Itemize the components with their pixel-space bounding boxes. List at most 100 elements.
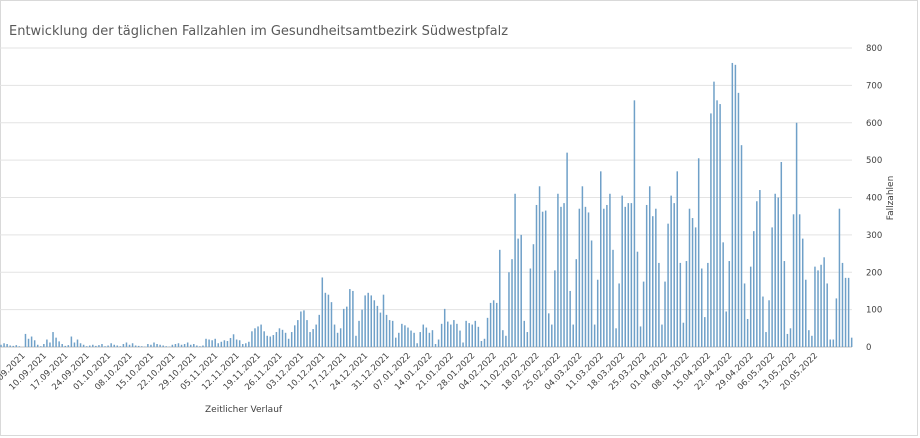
- bar: [832, 339, 835, 347]
- bar: [64, 345, 67, 347]
- bar: [606, 204, 608, 347]
- bar: [67, 345, 70, 347]
- bar: [205, 338, 207, 347]
- bar: [137, 345, 140, 347]
- bar: [27, 338, 30, 347]
- bar: [844, 277, 847, 347]
- bar: [12, 345, 14, 347]
- bar: [6, 344, 8, 347]
- bar: [505, 335, 507, 347]
- bar: [30, 336, 33, 347]
- bar: [756, 201, 758, 347]
- bar: [156, 344, 158, 347]
- y-axis-ticks: 0 100 200 300 400 500 600 700 800: [866, 44, 882, 353]
- bar: [165, 346, 167, 347]
- bar: [422, 324, 425, 347]
- bar: [786, 333, 789, 347]
- bar: [177, 343, 180, 347]
- bar: [517, 238, 519, 347]
- bar: [431, 330, 434, 347]
- bar: [850, 337, 853, 347]
- bar: [128, 344, 131, 347]
- bar: [312, 329, 314, 347]
- bar: [398, 332, 400, 347]
- bar: [746, 318, 749, 347]
- bar: [783, 261, 786, 347]
- bar: [150, 344, 152, 347]
- bar: [578, 208, 581, 347]
- bar: [254, 328, 256, 347]
- bar: [823, 257, 825, 347]
- bar: [220, 341, 223, 347]
- bar: [495, 302, 498, 347]
- bar: [425, 327, 428, 347]
- bar: [700, 268, 703, 347]
- bar: [789, 328, 792, 347]
- bar: [737, 92, 740, 347]
- bar: [759, 190, 761, 347]
- bar: [719, 104, 721, 347]
- bar: [707, 262, 709, 347]
- bar: [300, 311, 302, 347]
- bar: [456, 323, 458, 347]
- bar: [413, 332, 415, 347]
- bar: [290, 332, 293, 347]
- bar: [193, 344, 195, 347]
- bar: [679, 262, 682, 347]
- bar: [297, 320, 299, 347]
- bar: [70, 336, 73, 347]
- bar: [508, 272, 510, 347]
- bar: [639, 326, 642, 347]
- bar: [9, 345, 11, 347]
- bar: [740, 145, 743, 347]
- bar: [450, 324, 452, 347]
- bar: [266, 335, 268, 347]
- bar: [98, 345, 100, 347]
- bar: [847, 277, 850, 347]
- bar: [107, 345, 109, 347]
- bar: [110, 343, 112, 347]
- bar: [416, 343, 418, 347]
- bar: [367, 292, 369, 347]
- bar: [88, 345, 91, 347]
- bar: [284, 332, 287, 347]
- bar: [489, 302, 492, 347]
- bar: [468, 323, 470, 347]
- bar: [465, 320, 467, 347]
- bar: [92, 344, 94, 347]
- bar: [648, 186, 651, 347]
- bar: [125, 342, 128, 347]
- bar: [352, 290, 354, 347]
- bar: [777, 197, 779, 347]
- bar: [321, 277, 324, 347]
- bar: [474, 320, 477, 347]
- bar: [801, 238, 804, 347]
- bar: [811, 335, 813, 347]
- bar: [388, 320, 391, 347]
- bar: [46, 339, 48, 347]
- bar: [538, 186, 541, 347]
- bar: [199, 346, 201, 347]
- bar: [385, 314, 388, 347]
- bar: [551, 324, 553, 347]
- bar: [419, 332, 421, 347]
- bar: [584, 206, 587, 347]
- bar: [346, 306, 348, 347]
- bar: [544, 210, 547, 347]
- bar: [232, 334, 235, 347]
- bar: [526, 332, 529, 347]
- bar: [762, 296, 764, 347]
- bar: [327, 294, 330, 347]
- bar: [407, 327, 409, 347]
- bar: [532, 244, 535, 347]
- bar: [85, 346, 88, 347]
- chart-title: Entwicklung der täglichen Fallzahlen im …: [9, 24, 509, 39]
- bar: [590, 240, 593, 347]
- bar: [511, 259, 513, 347]
- y-tick-label: 300: [866, 231, 882, 241]
- bar: [394, 337, 397, 347]
- bar: [401, 323, 403, 347]
- bar: [49, 342, 51, 347]
- bar: [447, 321, 449, 347]
